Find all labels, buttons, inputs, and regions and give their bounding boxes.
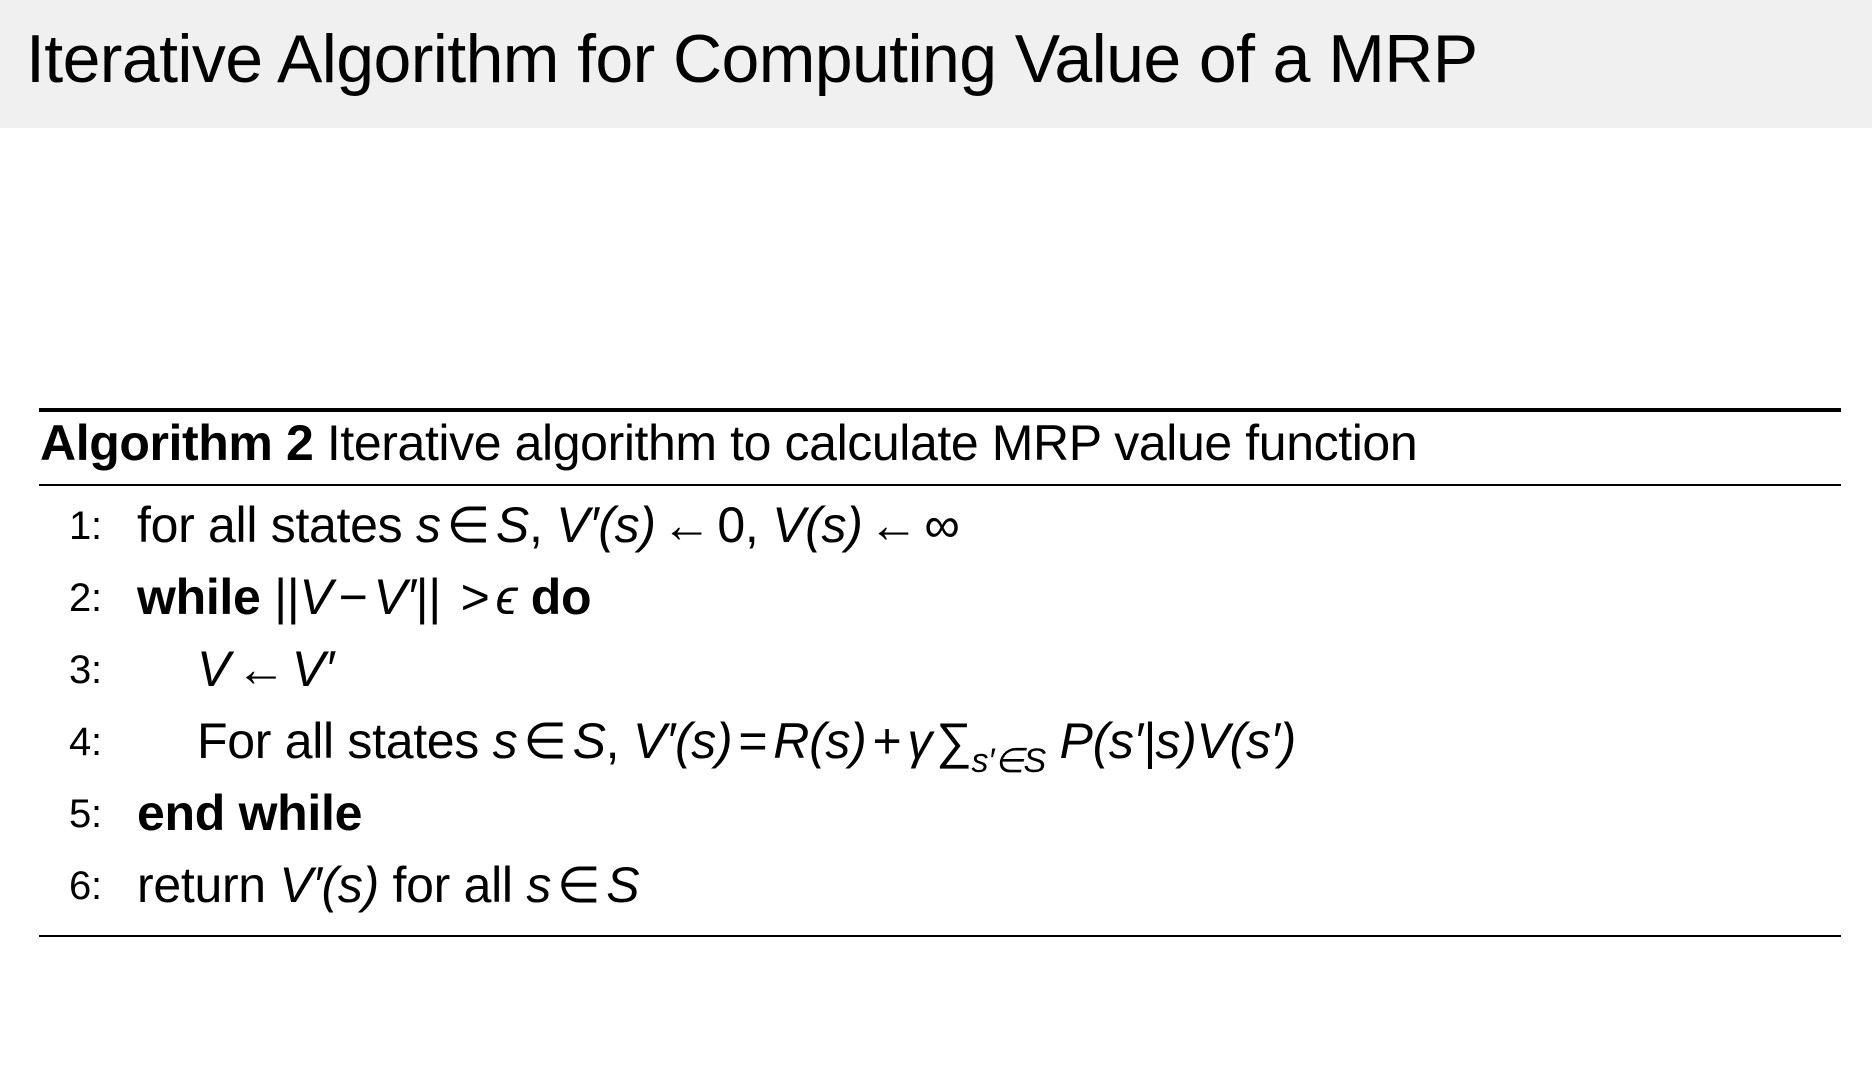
math-infinity: ∞	[924, 497, 960, 553]
slide-title: Iterative Algorithm for Computing Value …	[26, 21, 1478, 97]
math-S: S	[606, 857, 640, 913]
math-arrow: ←	[661, 497, 712, 553]
line-number: 6:	[69, 864, 102, 908]
math-v: V	[197, 641, 231, 697]
text: 0,	[717, 497, 773, 553]
line-number: 3:	[69, 648, 102, 692]
line-body: V ← V′	[197, 640, 334, 698]
algorithm-caption-text: Iterative algorithm to calculate MRP val…	[326, 415, 1418, 471]
math-gamma: γ	[907, 713, 933, 769]
line-body: return V′(s) for all s ∈ S	[137, 856, 640, 914]
algorithm-bottom-rule	[39, 935, 1841, 937]
math-sum-subscript: s′∈S	[971, 742, 1046, 780]
math-equals: =	[738, 713, 768, 769]
math-gt: >	[460, 569, 490, 625]
math-in: ∈	[523, 713, 567, 769]
math-s: s	[415, 497, 441, 553]
text: ,	[605, 713, 633, 769]
math-norm: ||	[415, 569, 455, 625]
line-number: 4:	[69, 720, 102, 764]
math-vprime: V′	[373, 569, 416, 625]
math-epsilon: ϵ	[495, 569, 518, 625]
math-in: ∈	[557, 857, 601, 913]
math-vprime: V′	[291, 641, 334, 697]
text: For all states	[197, 713, 493, 769]
line-number: 2:	[69, 576, 102, 620]
math-arrow: ←	[868, 497, 919, 553]
math-sum: ∑	[936, 713, 972, 769]
math-s: s	[526, 857, 552, 913]
text: for all	[378, 857, 527, 913]
algorithm-caption: Algorithm 2 Iterative algorithm to calcu…	[40, 414, 1418, 472]
math-vprime: V′(s)	[279, 857, 379, 913]
math-plus: +	[872, 713, 902, 769]
line-body: for all states s ∈ S, V′(s) ← 0, V(s) ← ∞	[137, 496, 960, 554]
math-v: V(s)	[772, 497, 863, 553]
math-reward: R(s)	[773, 713, 867, 769]
algorithm-caption-rule	[39, 484, 1841, 486]
math-v: V	[299, 569, 333, 625]
math-in: ∈	[446, 497, 491, 553]
math-S: S	[572, 713, 606, 769]
text: for all states	[137, 497, 416, 553]
math-minus: −	[338, 569, 368, 625]
math-vprime: V′(s)	[632, 713, 733, 769]
math-S: S	[495, 497, 529, 553]
algorithm-top-rule	[39, 408, 1841, 412]
text: return	[137, 857, 280, 913]
algorithm-label: Algorithm 2	[40, 415, 314, 471]
math-s: s	[492, 713, 518, 769]
line-body: while ||V − V′|| > ϵ do	[137, 568, 592, 626]
math-arrow: ←	[236, 641, 286, 697]
line-number: 1:	[69, 504, 102, 548]
line-body: end while	[137, 784, 362, 842]
math-norm: ||	[260, 569, 300, 625]
slide-title-bar: Iterative Algorithm for Computing Value …	[0, 0, 1872, 128]
keyword-end-while: end while	[137, 785, 363, 841]
keyword-do: do	[517, 569, 592, 625]
line-number: 5:	[69, 792, 102, 836]
line-body: For all states s ∈ S, V′(s) = R(s) + γ∑s′∈S P(…	[197, 712, 1296, 781]
math-vprime: V′(s)	[556, 497, 656, 553]
math-transition: P(s′|s)V(s′)	[1045, 713, 1297, 769]
keyword-while: while	[137, 569, 261, 625]
text: ,	[528, 497, 557, 553]
